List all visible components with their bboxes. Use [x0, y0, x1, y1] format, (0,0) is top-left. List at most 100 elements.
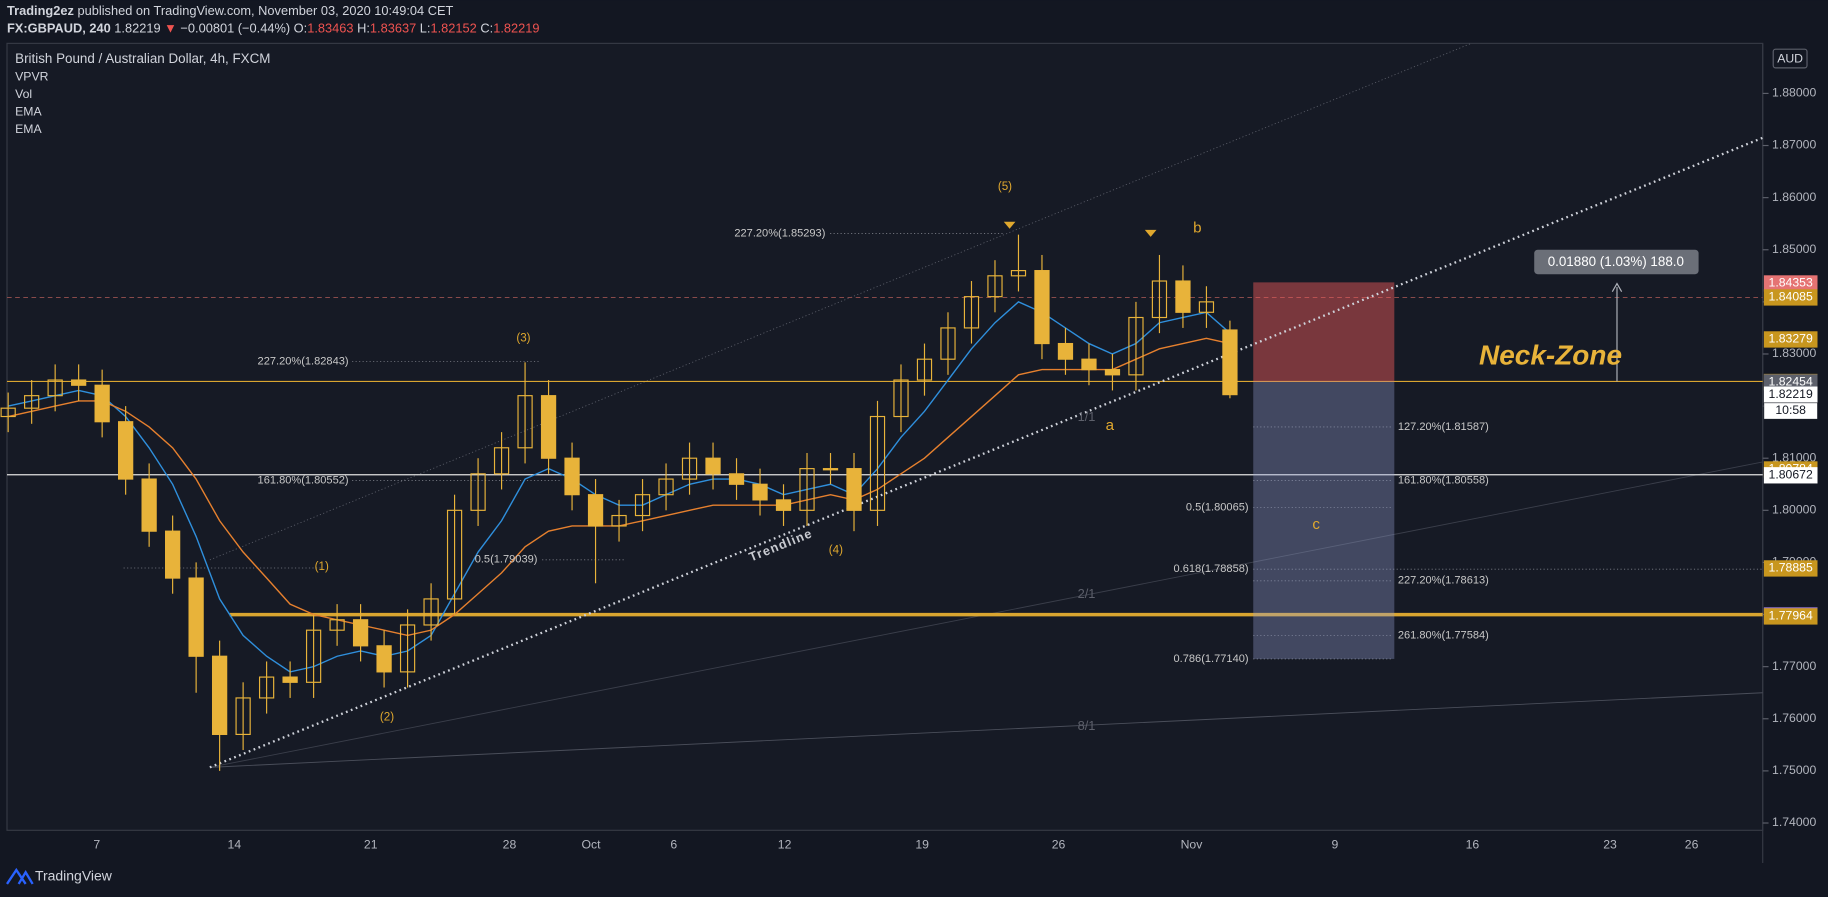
x-tick-label: 28 — [503, 838, 517, 852]
marker — [1144, 229, 1157, 237]
candle-body — [705, 457, 721, 475]
candle-body — [71, 379, 87, 386]
o-key: O: — [294, 21, 308, 36]
x-tick-label: Nov — [1181, 838, 1204, 852]
candle-body — [47, 379, 63, 397]
candle-body — [1010, 270, 1027, 277]
annotation: 1/1 — [1078, 409, 1096, 424]
x-tick-label: 19 — [915, 838, 929, 852]
candle-body — [963, 296, 980, 329]
annotation: 227.20%(1.82843) — [258, 356, 349, 368]
candle-body — [164, 530, 181, 579]
candle-body — [728, 473, 745, 485]
candle-body — [446, 509, 463, 600]
candle-body — [1175, 280, 1191, 313]
trendline — [209, 136, 1764, 769]
y-tick-label: 1.88000 — [1772, 86, 1816, 100]
y-tick-label: 1.74000 — [1772, 815, 1816, 829]
annotation: (2) — [380, 710, 394, 723]
arrow-head — [1611, 282, 1623, 292]
candle-body — [634, 494, 651, 517]
annotation: (4) — [829, 544, 843, 557]
candle-body — [94, 384, 110, 423]
price-badge-label: 1.84353 — [1769, 276, 1813, 290]
h-key: H: — [357, 21, 370, 36]
change: −0.00801 (−0.44%) — [180, 21, 290, 36]
candle-body — [822, 468, 839, 471]
footer: TradingView — [6, 867, 113, 885]
candle-body — [258, 676, 275, 699]
target-zone — [1253, 381, 1395, 659]
annotation: c — [1312, 516, 1320, 533]
annotation: 8/1 — [1078, 718, 1096, 733]
price-badge-label: 1.82219 — [1769, 387, 1813, 401]
currency-box — [1772, 48, 1808, 69]
candle-body — [540, 395, 557, 459]
price-badge-label: 1.80672 — [1769, 468, 1813, 482]
price-badge — [1763, 331, 1818, 348]
c-key: C: — [480, 21, 493, 36]
annotation: 127.20%(1.81587) — [1398, 421, 1489, 433]
candle-body — [681, 457, 698, 480]
y-tick-label: 1.76000 — [1772, 711, 1816, 725]
candle-body — [869, 415, 886, 511]
symbol: FX:GBPAUD, 240 — [7, 21, 111, 36]
x-tick-label: 14 — [228, 838, 242, 852]
candle-body — [1151, 280, 1168, 319]
price-badge — [1763, 386, 1818, 403]
legend-title: British Pound / Australian Dollar, 4h, F… — [15, 51, 270, 66]
price-badge-label: 1.84085 — [1769, 290, 1813, 304]
candle-body — [470, 473, 486, 511]
candle-body — [188, 577, 204, 657]
brand: TradingView — [35, 868, 113, 884]
last: 1.82219 — [114, 21, 160, 36]
author: Trading2ez — [7, 3, 74, 18]
annotation: 227.20%(1.85293) — [734, 227, 825, 239]
header: Trading2ez published on TradingView.com,… — [7, 3, 454, 18]
measure-box — [1534, 249, 1699, 275]
candle-body — [1034, 270, 1050, 345]
annotation: b — [1193, 220, 1201, 237]
candle-body — [211, 655, 228, 735]
x-tick-label: 21 — [364, 838, 378, 852]
logo — [6, 867, 34, 885]
candle-body — [564, 457, 580, 496]
x-tick-label: 6 — [670, 838, 677, 852]
annotation: (5) — [998, 180, 1012, 193]
l-key: L: — [420, 21, 431, 36]
y-tick-label: 1.83000 — [1772, 346, 1816, 360]
candle-body — [1081, 358, 1097, 371]
fib-lines — [123, 232, 1763, 660]
annotation: 161.80%(1.80552) — [258, 474, 349, 486]
stop-zone — [1253, 282, 1395, 382]
x-tick-label: 16 — [1466, 838, 1480, 852]
candle-body — [916, 358, 933, 381]
down-arrow: ▼ — [164, 21, 177, 36]
y-tick-label: 1.86000 — [1772, 190, 1816, 204]
candle-body — [329, 619, 345, 631]
price-badge — [1763, 608, 1818, 625]
candle-body — [1222, 329, 1238, 396]
candle-body — [282, 676, 298, 683]
candle-body — [118, 421, 134, 480]
candle-body — [658, 478, 674, 496]
candle-body — [399, 624, 416, 673]
legend-item: EMA — [15, 104, 42, 118]
x-tick-label: 12 — [778, 838, 792, 852]
candle-body — [352, 619, 369, 647]
candle-body — [611, 514, 627, 527]
candle-body — [1128, 316, 1144, 376]
x-tick-label: 23 — [1603, 838, 1617, 852]
y-tick-label: 1.77000 — [1772, 659, 1816, 673]
candle-body — [423, 598, 439, 626]
annotation: 161.80%(1.80558) — [1398, 474, 1489, 486]
candle-body — [517, 395, 533, 449]
y-tick-label: 1.85000 — [1772, 242, 1816, 256]
countdown-badge — [1763, 402, 1818, 420]
countdown: 10:58 — [1775, 403, 1806, 417]
y-tick-label: 1.81000 — [1772, 450, 1816, 464]
o-value: 1.83463 — [307, 21, 353, 36]
candle-body — [1104, 369, 1121, 376]
symbol-line: FX:GBPAUD, 240 1.82219 ▼ −0.00801 (−0.44… — [7, 21, 540, 36]
